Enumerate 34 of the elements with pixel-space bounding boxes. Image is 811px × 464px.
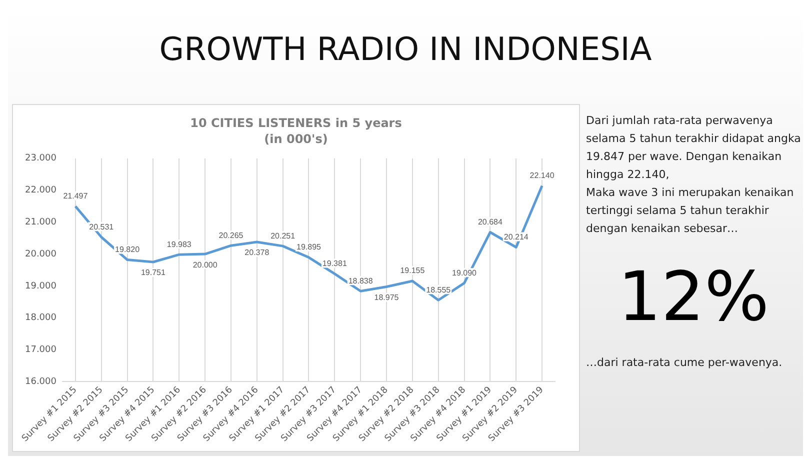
- data-label: 19.155: [400, 266, 426, 276]
- text: Maka wave 3 ini merupakan kenaikan tertinggi selama 5 tahun terakhir dengan kenaikan sebesar…: [586, 185, 795, 237]
- data-label: 20.000: [192, 260, 218, 270]
- data-label: 20.214: [504, 232, 529, 242]
- data-label: 20.531: [89, 222, 114, 232]
- y-tick-label: 19.000: [24, 281, 57, 292]
- data-label: 19.895: [296, 242, 322, 252]
- data-label: 19.983: [166, 240, 192, 249]
- y-tick-label: 21.000: [24, 218, 57, 228]
- chart-title: GROWTH RADIO IN INDONESIA: [158, 30, 653, 68]
- text: (in 000's): [263, 131, 329, 147]
- text: Dari jumlah rata-rata perwavenya selama 5 tahun terakhir didapat angka 19.847 per wave. Dengan kenaikan hingga 22.140,: [586, 113, 801, 183]
- data-label: 19.751: [140, 268, 166, 278]
- data-label: 19.820: [115, 245, 140, 254]
- y-tick-label: 17.000: [24, 345, 57, 356]
- y-tick-label: 22.000: [24, 186, 57, 196]
- data-label: 20.684: [478, 217, 503, 226]
- data-label: 20.378: [244, 248, 270, 258]
- data-label: 18.838: [348, 276, 374, 286]
- text: …dari rata-rata cume per-wavenya.: [586, 355, 784, 371]
- data-label: 18.975: [374, 292, 400, 302]
- data-label: 21.497: [63, 192, 88, 201]
- y-tick-label: 16.000: [24, 376, 57, 387]
- chart-subtitle: 10 CITIES LISTENERS in 5 years: [189, 115, 403, 131]
- data-label: 20.251: [270, 231, 296, 240]
- data-label: 19.381: [322, 259, 348, 268]
- data-label: 19.090: [452, 268, 478, 278]
- data-label: 20.265: [218, 230, 244, 240]
- y-tick-label: 18.000: [24, 313, 57, 324]
- data-label: 22.140: [530, 171, 555, 180]
- y-tick-label: 20.000: [24, 249, 57, 260]
- text: 12%: [616, 258, 770, 338]
- data-label: 18.555: [426, 285, 452, 294]
- y-tick-label: 23.000: [24, 154, 57, 164]
